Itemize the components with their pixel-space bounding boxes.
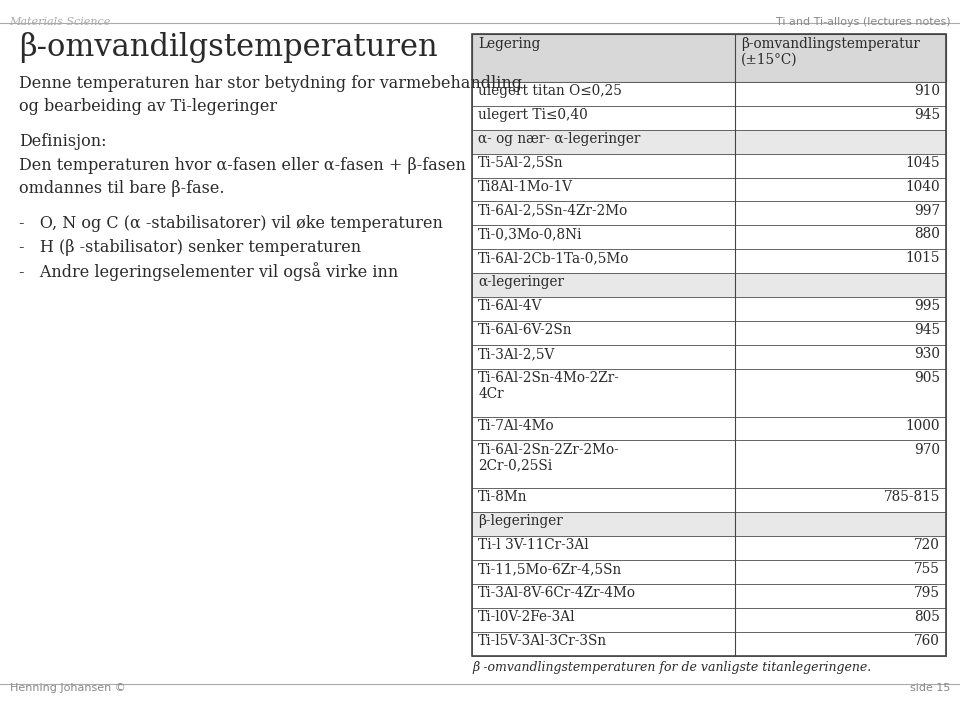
Text: 970: 970: [914, 442, 940, 456]
Text: 720: 720: [914, 538, 940, 552]
Text: α-legeringer: α-legeringer: [478, 275, 564, 289]
Text: 880: 880: [914, 228, 940, 242]
Text: 1040: 1040: [905, 180, 940, 193]
Text: Ti-l0V-2Fe-3Al: Ti-l0V-2Fe-3Al: [478, 610, 576, 624]
Text: Ti-11,5Mo-6Zr-4,5Sn: Ti-11,5Mo-6Zr-4,5Sn: [478, 562, 622, 576]
Text: -   Andre legeringselementer vil også virke inn: - Andre legeringselementer vil også virk…: [19, 262, 398, 282]
Text: ulegert Ti≤0,40: ulegert Ti≤0,40: [478, 108, 588, 122]
Text: Ti-3Al-2,5V: Ti-3Al-2,5V: [478, 347, 556, 361]
Text: ulegert titan O≤0,25: ulegert titan O≤0,25: [478, 84, 622, 98]
Text: β-omvandlingstemperatur
(±15°C): β-omvandlingstemperatur (±15°C): [741, 37, 920, 67]
Text: -   O, N og C (α -stabilisatorer) vil øke temperaturen: - O, N og C (α -stabilisatorer) vil øke …: [19, 215, 444, 232]
Text: 930: 930: [914, 347, 940, 361]
Text: Ti-6Al-2Cb-1Ta-0,5Mo: Ti-6Al-2Cb-1Ta-0,5Mo: [478, 252, 630, 265]
Text: -   H (β -stabilisator) senker temperaturen: - H (β -stabilisator) senker temperature…: [19, 239, 361, 256]
Text: Ti-8Mn: Ti-8Mn: [478, 491, 528, 504]
Text: 1015: 1015: [905, 252, 940, 265]
Text: Ti-7Al-4Mo: Ti-7Al-4Mo: [478, 419, 555, 433]
Text: Denne temperaturen har stor betydning for varmebehandling: Denne temperaturen har stor betydning fo…: [19, 75, 522, 92]
Text: Ti-6Al-4V: Ti-6Al-4V: [478, 299, 542, 313]
Text: β -omvandlingstemperaturen for de vanligste titanlegeringene.: β -omvandlingstemperaturen for de vanlig…: [472, 661, 872, 674]
Text: Ti-l 3V-11Cr-3Al: Ti-l 3V-11Cr-3Al: [478, 538, 588, 552]
Text: 795: 795: [914, 586, 940, 600]
Text: og bearbeiding av Ti-legeringer: og bearbeiding av Ti-legeringer: [19, 98, 277, 115]
Text: 945: 945: [914, 108, 940, 122]
Text: 1045: 1045: [905, 156, 940, 170]
Text: 760: 760: [914, 634, 940, 648]
Text: 1000: 1000: [905, 419, 940, 433]
Text: side 15: side 15: [910, 683, 950, 693]
Text: Ti-5Al-2,5Sn: Ti-5Al-2,5Sn: [478, 156, 564, 170]
Text: Den temperaturen hvor α-fasen eller α-fasen + β-fasen: Den temperaturen hvor α-fasen eller α-fa…: [19, 156, 466, 173]
Text: Ti-3Al-8V-6Cr-4Zr-4Mo: Ti-3Al-8V-6Cr-4Zr-4Mo: [478, 586, 636, 600]
Text: Ti8Al-1Mo-1V: Ti8Al-1Mo-1V: [478, 180, 573, 193]
Text: Henning Johansen ©: Henning Johansen ©: [10, 683, 126, 693]
Text: Definisjon:: Definisjon:: [19, 134, 107, 150]
Text: 785-815: 785-815: [883, 491, 940, 504]
Text: Ti and Ti-alloys (lectures notes): Ti and Ti-alloys (lectures notes): [776, 17, 950, 27]
Text: Ti-0,3Mo-0,8Ni: Ti-0,3Mo-0,8Ni: [478, 228, 583, 242]
Text: Materials Science: Materials Science: [10, 17, 111, 27]
Text: 995: 995: [914, 299, 940, 313]
Text: 755: 755: [914, 562, 940, 576]
Text: 945: 945: [914, 323, 940, 337]
Text: Ti-6Al-6V-2Sn: Ti-6Al-6V-2Sn: [478, 323, 572, 337]
Text: omdannes til bare β-fase.: omdannes til bare β-fase.: [19, 181, 225, 197]
Text: Legering: Legering: [478, 37, 540, 50]
Text: 805: 805: [914, 610, 940, 624]
Text: 905: 905: [914, 371, 940, 385]
Text: 910: 910: [914, 84, 940, 98]
Text: Ti-l5V-3Al-3Cr-3Sn: Ti-l5V-3Al-3Cr-3Sn: [478, 634, 608, 648]
Text: 997: 997: [914, 203, 940, 218]
Text: α- og nær- α-legeringer: α- og nær- α-legeringer: [478, 132, 640, 146]
Text: Ti-6Al-2Sn-2Zr-2Mo-
2Cr-0,25Si: Ti-6Al-2Sn-2Zr-2Mo- 2Cr-0,25Si: [478, 442, 620, 473]
Text: β-legeringer: β-legeringer: [478, 514, 563, 528]
Text: Ti-6Al-2Sn-4Mo-2Zr-
4Cr: Ti-6Al-2Sn-4Mo-2Zr- 4Cr: [478, 371, 620, 401]
Text: β-omvandilgstemperaturen: β-omvandilgstemperaturen: [19, 32, 438, 63]
Text: Ti-6Al-2,5Sn-4Zr-2Mo: Ti-6Al-2,5Sn-4Zr-2Mo: [478, 203, 629, 218]
